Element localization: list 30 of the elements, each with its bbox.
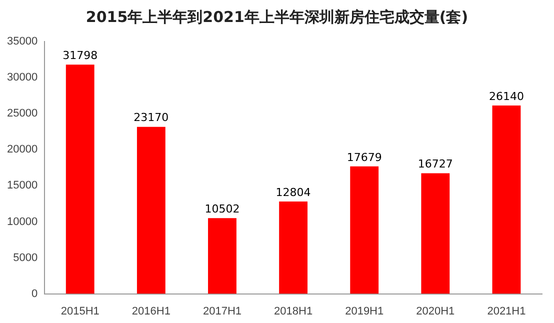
- bar: [279, 202, 308, 294]
- y-tick-label: 20000: [6, 144, 38, 156]
- bar: [350, 166, 379, 294]
- data-label: 23170: [134, 111, 169, 124]
- y-tick-label: 0: [31, 288, 38, 300]
- x-tick-label: 2020H1: [416, 305, 455, 318]
- y-tick-label: 35000: [6, 36, 38, 48]
- bar: [136, 126, 166, 294]
- x-tick-label: 2021H1: [487, 305, 526, 318]
- bar: [66, 64, 94, 294]
- x-tick-label: 2016H1: [132, 305, 170, 318]
- data-label: 16727: [418, 158, 453, 171]
- data-label: 10502: [204, 202, 240, 216]
- y-tick-label: 10000: [6, 216, 38, 228]
- y-tick-label: 30000: [6, 72, 38, 84]
- x-tick-label: 2019H1: [345, 305, 384, 318]
- bar: [421, 173, 450, 294]
- y-tick-label: 25000: [6, 108, 38, 120]
- data-label: 17679: [346, 150, 382, 164]
- data-label: 31798: [62, 49, 98, 62]
- bar: [492, 105, 521, 294]
- y-tick-label: 15000: [6, 180, 38, 192]
- bar: [208, 218, 236, 294]
- chart-title: 2015年上半年到2021年上半年深圳新房住宅成交量(套): [84, 8, 470, 27]
- y-tick-label: 5000: [13, 252, 38, 264]
- data-label: 12804: [276, 186, 311, 199]
- x-tick-label: 2018H1: [274, 305, 313, 318]
- x-tick-label: 2015H1: [60, 305, 100, 318]
- x-tick-label: 2017H1: [202, 305, 242, 318]
- data-label: 26140: [488, 90, 524, 103]
